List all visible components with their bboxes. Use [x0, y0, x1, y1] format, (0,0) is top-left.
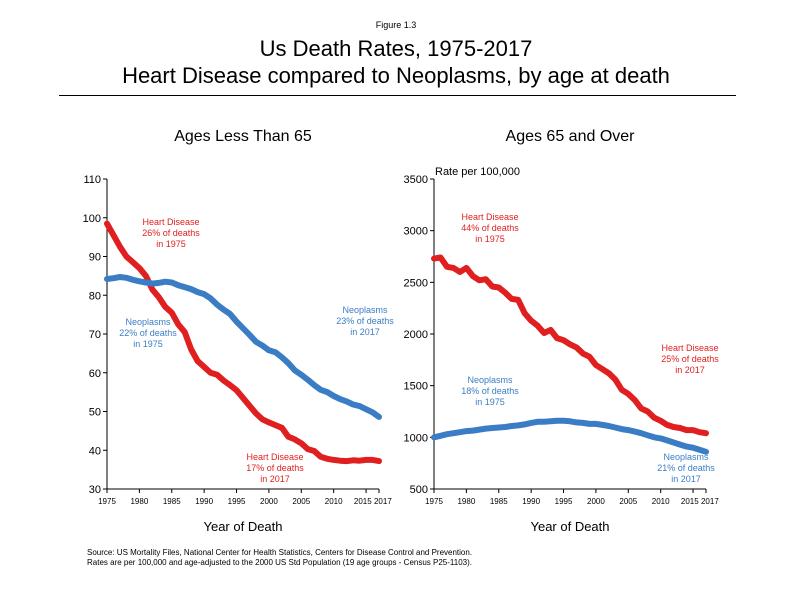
y-tick-label: 30: [89, 484, 101, 496]
annotation-text: in 1975: [156, 239, 186, 249]
x-tick-label: 1975: [425, 497, 443, 506]
y-tick-label: 1500: [404, 381, 428, 393]
annotation-text: 23% of deaths: [336, 316, 394, 326]
panel-title: Ages 65 and Over: [506, 128, 636, 145]
x-tick-label: 1995: [228, 497, 246, 506]
x-tick-label: 2000: [260, 497, 278, 506]
x-tick-label: 2015: [681, 497, 699, 506]
annotation-text: 22% of deaths: [119, 328, 177, 338]
x-axis-label: Year of Death: [530, 519, 609, 534]
annotation-text: Heart Disease: [142, 217, 199, 227]
annotation-text: in 2017: [671, 474, 701, 484]
annotation-text: Neoplasms: [467, 375, 513, 385]
x-tick-label: 1980: [130, 497, 148, 506]
chart-subtitle: Heart Disease compared to Neoplasms, by …: [122, 63, 670, 88]
annotation-text: in 2017: [350, 327, 380, 337]
annotation-text: Neoplasms: [663, 452, 709, 462]
heart-disease-series-line: [104, 220, 382, 465]
y-tick-label: 80: [89, 290, 101, 302]
annotation-text: 18% of deaths: [461, 386, 519, 396]
y-tick-label: 70: [89, 329, 101, 341]
heart-disease-series-line: [431, 254, 709, 437]
x-tick-label: 1985: [490, 497, 508, 506]
y-tick-label: 2500: [404, 277, 428, 289]
chart-title: Us Death Rates, 1975-2017: [259, 36, 533, 61]
x-tick-label: 1995: [555, 497, 573, 506]
annotation-text: in 2017: [260, 474, 290, 484]
annotation-text: 25% of deaths: [661, 354, 719, 364]
x-tick-label: 1990: [522, 497, 540, 506]
annotation-text: 44% of deaths: [461, 223, 519, 233]
y-tick-label: 2000: [404, 329, 428, 341]
y-tick-label: 90: [89, 252, 101, 264]
annotation-text: in 1975: [475, 397, 505, 407]
y-axis-label: Rate per 100,000: [435, 166, 520, 178]
neoplasms-series-line: [104, 274, 382, 420]
annotation-text: 17% of deaths: [246, 463, 304, 473]
x-tick-label: 1990: [195, 497, 213, 506]
x-tick-label: 1985: [163, 497, 181, 506]
footnote-rates: Rates are per 100,000 and age-adjusted t…: [87, 558, 472, 567]
annotation-text: in 1975: [475, 234, 505, 244]
chart-panel-1: Ages Less Than 65 30 40 50 60 70 80 90 100 110 197…: [83, 128, 395, 534]
x-tick-label: 2005: [292, 497, 310, 506]
annotation-text: 21% of deaths: [657, 463, 715, 473]
y-tick-label: 100: [83, 213, 101, 225]
x-axis-label: Year of Death: [203, 519, 282, 534]
figure-label: Figure 1.3: [375, 20, 417, 30]
x-tick-label: 2005: [619, 497, 637, 506]
panel-title: Ages Less Than 65: [174, 128, 312, 145]
annotation-text: in 1975: [133, 339, 163, 349]
chart-panel-2: Ages 65 and Over Rate per 100,000 500 1000 1…: [404, 128, 720, 534]
y-tick-label: 3000: [404, 226, 428, 238]
annotation-text: Heart Disease: [246, 452, 303, 462]
x-tick-label: 1975: [98, 497, 116, 506]
x-tick-label: 2015: [354, 497, 372, 506]
annotation-text: 26% of deaths: [142, 228, 200, 238]
x-tick-label: 2017: [701, 497, 719, 506]
neoplasms-series-line: [431, 417, 709, 455]
annotation-text: Heart Disease: [461, 212, 518, 222]
title-divider: [59, 95, 736, 96]
x-tick-label: 1980: [457, 497, 475, 506]
annotation-text: Neoplasms: [125, 317, 171, 327]
y-tick-label: 500: [410, 484, 428, 496]
x-tick-label: 2017: [374, 497, 392, 506]
annotation-text: Heart Disease: [661, 343, 718, 353]
x-tick-label: 2010: [652, 497, 670, 506]
y-tick-label: 60: [89, 368, 101, 380]
y-tick-label: 40: [89, 445, 101, 457]
footnote-source: Source: US Mortality Files, National Cen…: [87, 548, 473, 557]
y-tick-label: 110: [83, 174, 101, 186]
y-tick-label: 3500: [404, 174, 428, 186]
x-tick-label: 2010: [325, 497, 343, 506]
x-tick-label: 2000: [587, 497, 605, 506]
y-tick-label: 1000: [404, 432, 428, 444]
y-tick-label: 50: [89, 407, 101, 419]
annotation-text: in 2017: [675, 365, 705, 375]
annotation-text: Neoplasms: [342, 305, 388, 315]
